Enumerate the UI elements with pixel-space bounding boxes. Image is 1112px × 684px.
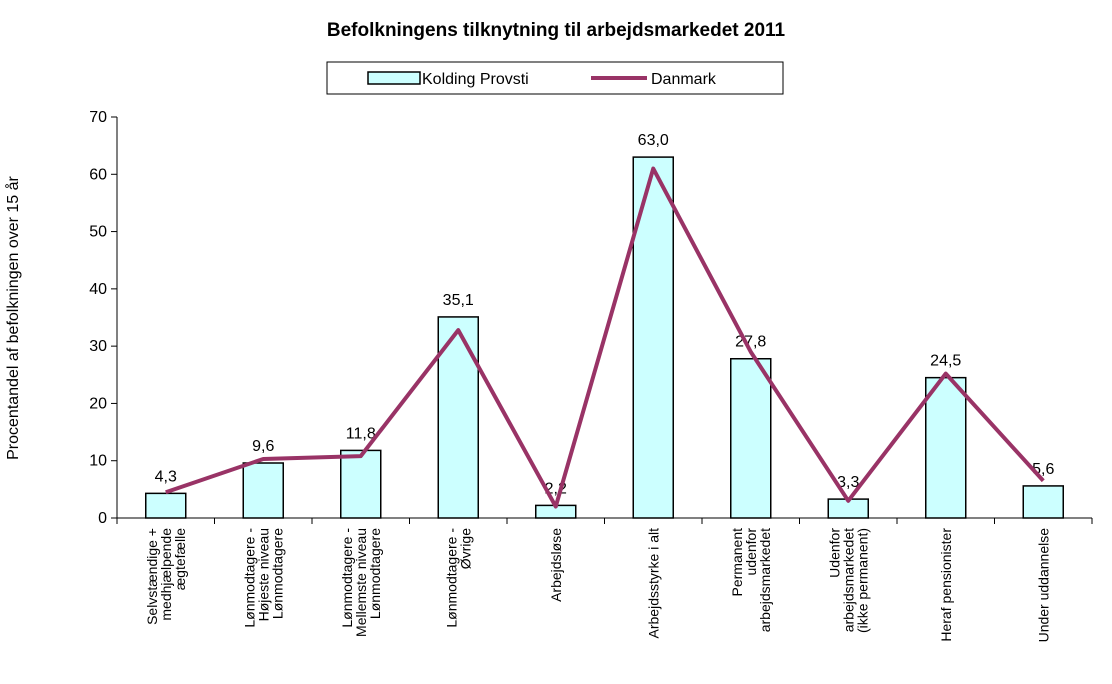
data-label: 35,1 (443, 292, 474, 309)
x-tick-label: Under uddannelse (1035, 528, 1051, 643)
data-label: 11,8 (346, 425, 376, 442)
bar (1022, 485, 1064, 519)
y-tick-label: 10 (89, 453, 107, 470)
x-tick-label: Lønmodtagere -Mellemste niveauLønmodtage… (339, 528, 383, 637)
y-axis-label: Procentandel af befolkningen over 15 år (4, 175, 22, 459)
x-tick-label: Lønmodtagere -Øvrige (443, 528, 473, 628)
y-tick-label: 70 (89, 109, 107, 126)
bar (340, 449, 382, 519)
x-tick-label: Arbejdsløse (548, 528, 564, 602)
x-tick-label: Lønmodtagere -Højeste niveauLønmodtagere (241, 528, 285, 628)
bar (730, 357, 772, 519)
y-tick-label: 20 (89, 395, 107, 412)
legend-label: Danmark (651, 71, 717, 88)
legend-label: Kolding Provsti (422, 71, 529, 88)
data-label: 24,5 (930, 353, 961, 370)
y-tick-label: 40 (89, 281, 107, 298)
x-tick-label: Arbejdsstyrke i alt (645, 528, 661, 639)
data-label: 63,0 (638, 132, 669, 149)
y-tick-label: 60 (89, 166, 107, 183)
y-tick-label: 30 (89, 338, 107, 355)
data-label: 4,3 (155, 468, 177, 485)
y-tick-label: 0 (98, 510, 107, 527)
bar (242, 462, 284, 519)
x-tick-label: Heraf pensionister (938, 528, 954, 642)
x-tick-label: Udenforarbejdsmarkedet(ikke permanent) (826, 528, 870, 633)
y-tick-label: 50 (89, 224, 107, 241)
bar (145, 492, 187, 519)
line (165, 166, 1045, 509)
data-label: 9,6 (252, 438, 274, 455)
chart-title: Befolkningens tilknytning til arbejdsmar… (327, 20, 786, 41)
x-tick-label: Selvstændige +medhjælpendeægtefælle (144, 528, 188, 625)
data-label: 3,3 (837, 474, 859, 491)
bar (925, 376, 967, 519)
legend-swatch (367, 71, 421, 85)
x-tick-label: Permanentudenforarbejdsmarkedet (729, 528, 773, 633)
